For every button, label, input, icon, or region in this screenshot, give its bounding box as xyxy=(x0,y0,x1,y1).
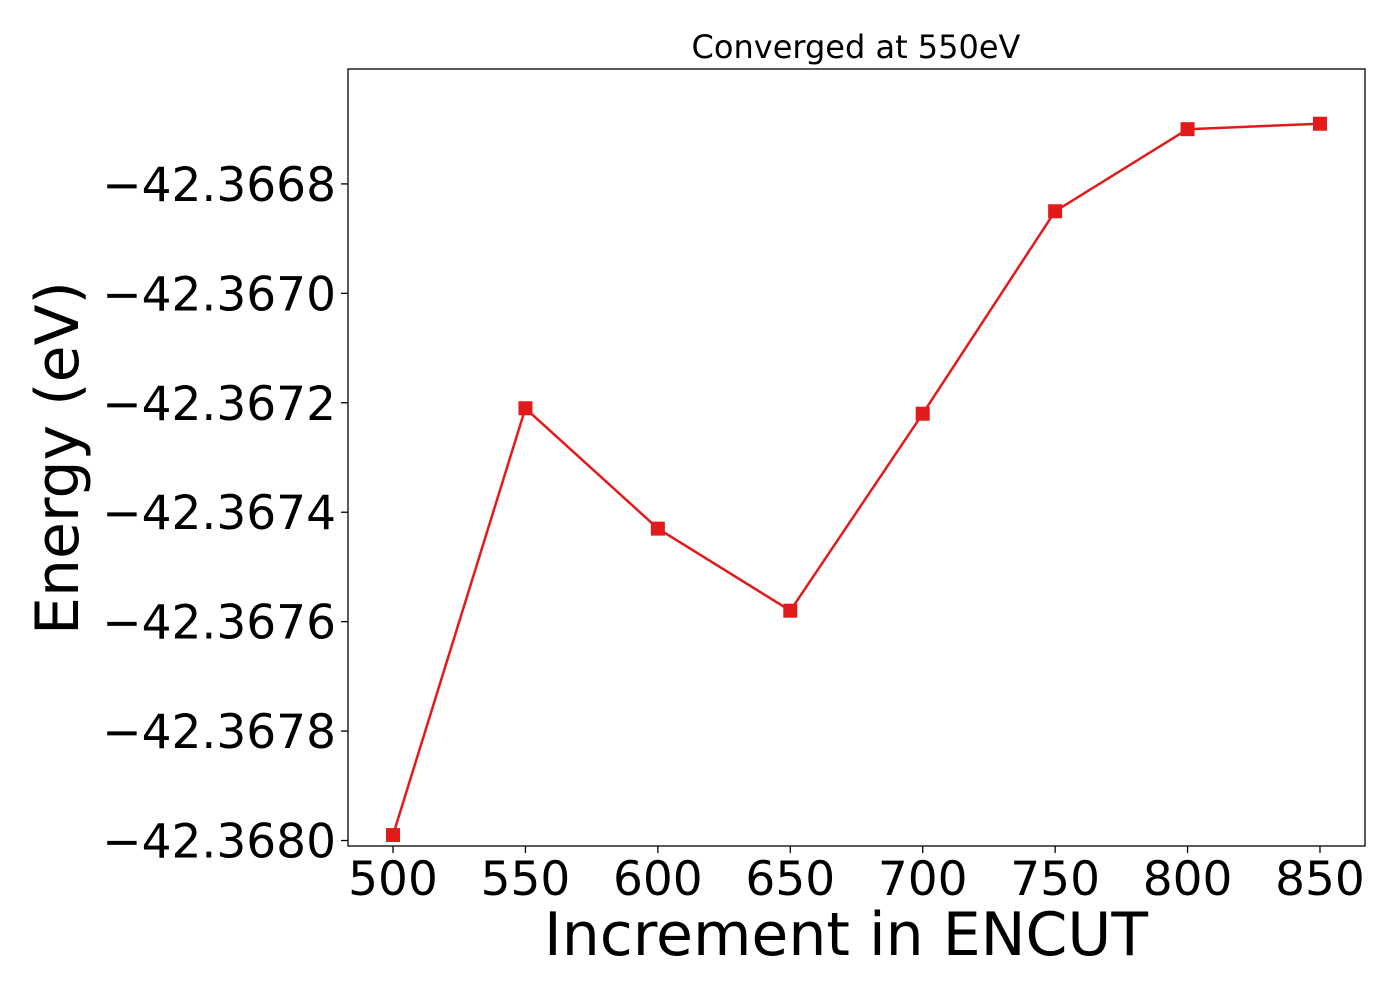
x-tick-label: 500 xyxy=(348,852,438,907)
data-point-marker xyxy=(386,828,401,843)
series-line xyxy=(391,122,1321,836)
axis-ticks: 500 550 600 650 700 750 800 850 −42.3680 −42.3678… xyxy=(102,158,1365,907)
y-tick-label: −42.3674 xyxy=(102,486,336,541)
data-point-marker xyxy=(915,406,930,421)
x-tick-label: 700 xyxy=(878,852,968,907)
data-point-marker xyxy=(518,401,533,416)
data-point-marker xyxy=(1180,122,1195,137)
x-tick-label: 600 xyxy=(613,852,703,907)
y-tick-label: −42.3668 xyxy=(102,158,336,213)
x-tick-label: 650 xyxy=(745,852,835,907)
data-point-marker xyxy=(1048,204,1063,219)
y-axis-label: Energy (eV) xyxy=(23,281,93,635)
x-tick-label: 800 xyxy=(1143,852,1233,907)
x-tick-label: 850 xyxy=(1275,852,1365,907)
y-tick-label: −42.3678 xyxy=(102,705,336,760)
x-axis-label: Increment in ENCUT xyxy=(544,900,1148,970)
chart-title: Converged at 550eV xyxy=(692,28,1021,66)
data-point-marker xyxy=(783,603,798,618)
y-tick-label: −42.3670 xyxy=(102,267,336,322)
series-markers xyxy=(386,116,1327,843)
data-point-marker xyxy=(1312,116,1327,131)
plot-frame xyxy=(347,68,1366,847)
y-tick-label: −42.3680 xyxy=(102,815,336,870)
data-point-marker xyxy=(650,521,665,536)
y-tick-label: −42.3676 xyxy=(102,596,336,651)
y-tick-label: −42.3672 xyxy=(102,377,336,432)
x-tick-label: 550 xyxy=(481,852,571,907)
x-tick-label: 750 xyxy=(1010,852,1100,907)
series-line-layer xyxy=(391,122,1321,836)
